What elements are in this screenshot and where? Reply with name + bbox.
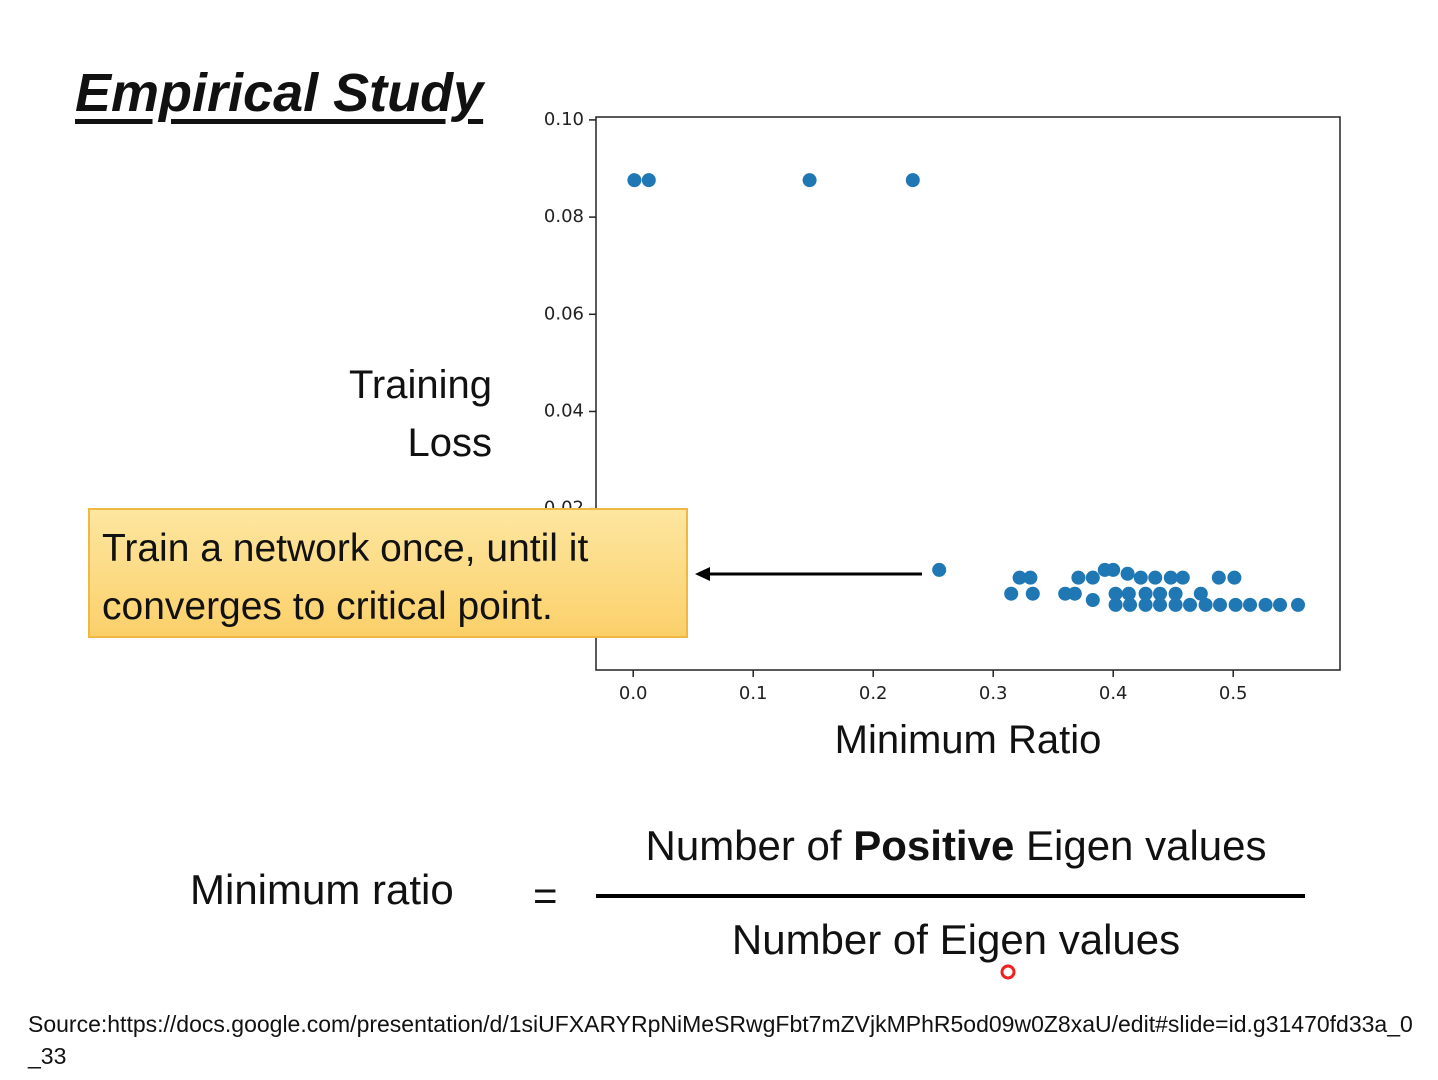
point [1183,597,1197,612]
y-tick-label: 0.08 [544,206,584,227]
point [1120,566,1135,581]
point [1138,597,1153,612]
x-tick-label: 0.1 [739,683,768,704]
point [932,562,947,577]
point [1106,562,1121,577]
point [1012,570,1027,585]
point [1004,586,1019,601]
point [1291,597,1305,612]
y-tick-label: 0.06 [544,303,584,324]
point [1211,570,1226,585]
numerator: Number of Positive Eigen values [596,822,1316,870]
x-tick-label: 0.4 [1099,683,1128,704]
formula-equals: = [533,872,558,919]
point [1085,570,1100,585]
x-tick-label: 0.2 [859,683,888,704]
x-tick-label: 0.5 [1219,683,1248,704]
y-tick-label: 0.04 [544,400,584,421]
point [641,173,656,188]
x-axis-label: Minimum Ratio [834,718,1102,762]
point [1025,586,1040,601]
point [1153,586,1167,601]
source: Source:https://docs.google.com/presentat… [28,1011,1413,1069]
point [1153,597,1167,612]
point [1198,597,1213,612]
point [1108,586,1123,601]
point [1213,597,1227,612]
point [1071,570,1086,585]
point [1175,570,1190,585]
point [1085,593,1100,608]
point [627,173,642,188]
point [1067,586,1082,601]
point [1138,586,1153,601]
plot-frame [595,116,1341,671]
formula-lhs: Minimum ratio [190,866,454,913]
point [1258,597,1273,612]
callout: Train a network once, until it converges… [88,508,688,638]
point [802,173,817,188]
point [1168,597,1183,612]
point [905,173,920,188]
point [1273,597,1287,612]
point [1193,586,1208,601]
point [1133,570,1148,585]
point [1058,586,1073,601]
point [1168,586,1183,601]
arrow-head [695,567,710,581]
point [1023,570,1038,585]
cursor [1000,964,1016,980]
point [1228,597,1243,612]
point [1123,597,1137,612]
point [1108,597,1123,612]
slide-title: Empirical Study [75,63,484,123]
numerator-bold: Positive [853,822,1015,869]
point [1121,586,1136,601]
point [1227,570,1242,585]
point [1243,597,1257,612]
x-tick-label: 0.3 [979,683,1008,704]
y-axis-label: Training Loss [348,363,492,465]
y-tick-label: 0.10 [544,109,584,130]
x-tick-label: 0.0 [619,683,648,704]
point [1148,570,1163,585]
numerator-text: Number of [645,822,854,869]
denominator: Number of Eigen values [731,916,1181,963]
point [1163,570,1178,585]
numerator-text: Eigen values [1014,822,1267,869]
